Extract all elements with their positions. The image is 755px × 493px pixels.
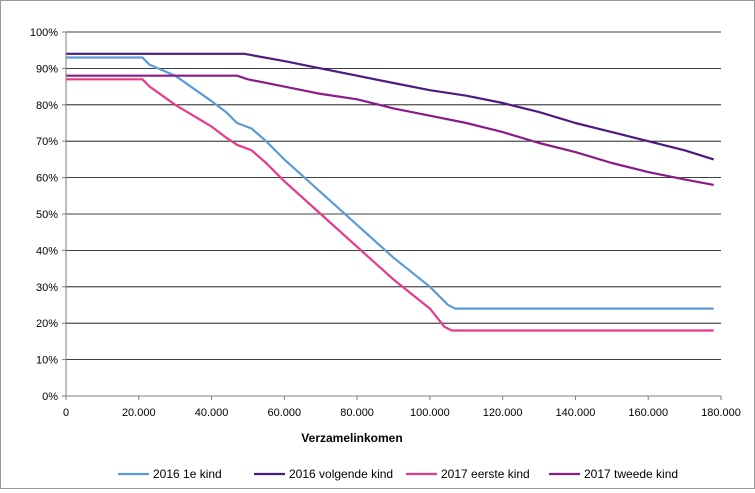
y-tick-label: 70% <box>36 136 58 148</box>
x-tick-label: 160.000 <box>628 407 668 419</box>
legend: 2016 1e kind 2016 volgende kind 2017 eerst… <box>118 467 678 481</box>
legend-label-1: 2016 1e kind <box>153 467 222 481</box>
x-axis-title: Verzamelinkomen <box>301 431 402 445</box>
series-line-3 <box>66 78 714 332</box>
x-tick-label: 140.000 <box>556 407 596 419</box>
axes: 0% 10% 20% 30% 40% 50% 60% 70% 80% 90% 100% 0 20.000… <box>30 27 741 419</box>
y-tick-label: 20% <box>36 318 58 330</box>
legend-label-3: 2017 eerste kind <box>441 467 530 481</box>
x-tick-label: 100.000 <box>410 407 450 419</box>
x-tick-label: 20.000 <box>122 407 156 419</box>
y-tick-label: 80% <box>36 100 58 112</box>
x-tick-label: 0 <box>63 407 69 419</box>
y-tick-label: 10% <box>36 355 58 367</box>
x-tick-label: 40.000 <box>195 407 229 419</box>
y-tick-label: 100% <box>30 27 58 39</box>
x-tick-label: 80.000 <box>340 407 374 419</box>
series-line-4 <box>66 74 714 186</box>
x-tick-label: 120.000 <box>483 407 523 419</box>
y-tick-label: 50% <box>36 209 58 221</box>
series-line-2 <box>66 52 715 161</box>
grid <box>66 31 721 361</box>
x-tick-label: 180.000 <box>701 407 741 419</box>
y-tick-label: 40% <box>36 245 58 257</box>
series-lines <box>66 52 715 332</box>
y-tick-label: 90% <box>36 63 58 75</box>
legend-label-2: 2016 volgende kind <box>289 467 393 481</box>
y-tick-label: 60% <box>36 173 58 185</box>
y-tick-label: 30% <box>36 282 58 294</box>
x-tick-label: 60.000 <box>268 407 302 419</box>
y-tick-label: 0% <box>42 391 58 403</box>
legend-label-4: 2017 tweede kind <box>584 467 678 481</box>
series-line-1 <box>66 56 714 310</box>
